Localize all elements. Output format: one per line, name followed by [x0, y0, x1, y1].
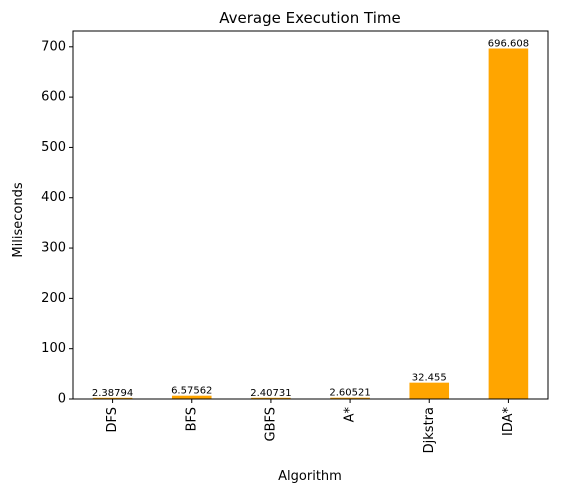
y-axis-title: Miliseconds — [11, 182, 26, 257]
bar-5 — [488, 48, 529, 400]
y-tick-label-6: 600 — [41, 90, 66, 105]
x-tick-label-1: BFS — [184, 407, 199, 431]
chart-title: Average Execution Time — [219, 9, 400, 27]
x-tick-label-4: Djkstra — [422, 407, 437, 453]
bar-3 — [330, 397, 370, 399]
y-tick-label-0: 0 — [58, 392, 66, 407]
plot-area: 2.38794 DFS 6.57562 BFS 2.40731 GBFS 2.60521 A*… — [41, 30, 549, 453]
data-label-4: 32.455 — [412, 373, 447, 384]
y-tick-label-2: 200 — [41, 291, 66, 306]
data-label-1: 6.57562 — [171, 386, 212, 397]
y-tick-label-4: 400 — [41, 190, 66, 205]
bar-2 — [251, 397, 291, 399]
x-axis-title: Algorithm — [278, 469, 342, 484]
y-tick-label-5: 500 — [41, 140, 66, 155]
x-tick-label-3: A* — [343, 407, 358, 423]
bar-1 — [171, 395, 212, 399]
data-label-5: 696.608 — [488, 39, 529, 50]
bar-0 — [92, 397, 133, 399]
data-label-2: 2.40731 — [250, 388, 291, 399]
y-tick-label-7: 700 — [41, 39, 66, 54]
bar-4 — [409, 382, 450, 399]
data-label-0: 2.38794 — [92, 388, 133, 399]
y-tick-label-1: 100 — [41, 341, 66, 356]
x-tick-label-0: DFS — [105, 407, 120, 433]
y-tick-label-3: 300 — [41, 241, 66, 256]
plot-frame — [72, 30, 549, 400]
x-tick-label-5: IDA* — [501, 407, 516, 437]
data-label-3: 2.60521 — [329, 388, 370, 399]
x-tick-label-2: GBFS — [263, 407, 278, 442]
